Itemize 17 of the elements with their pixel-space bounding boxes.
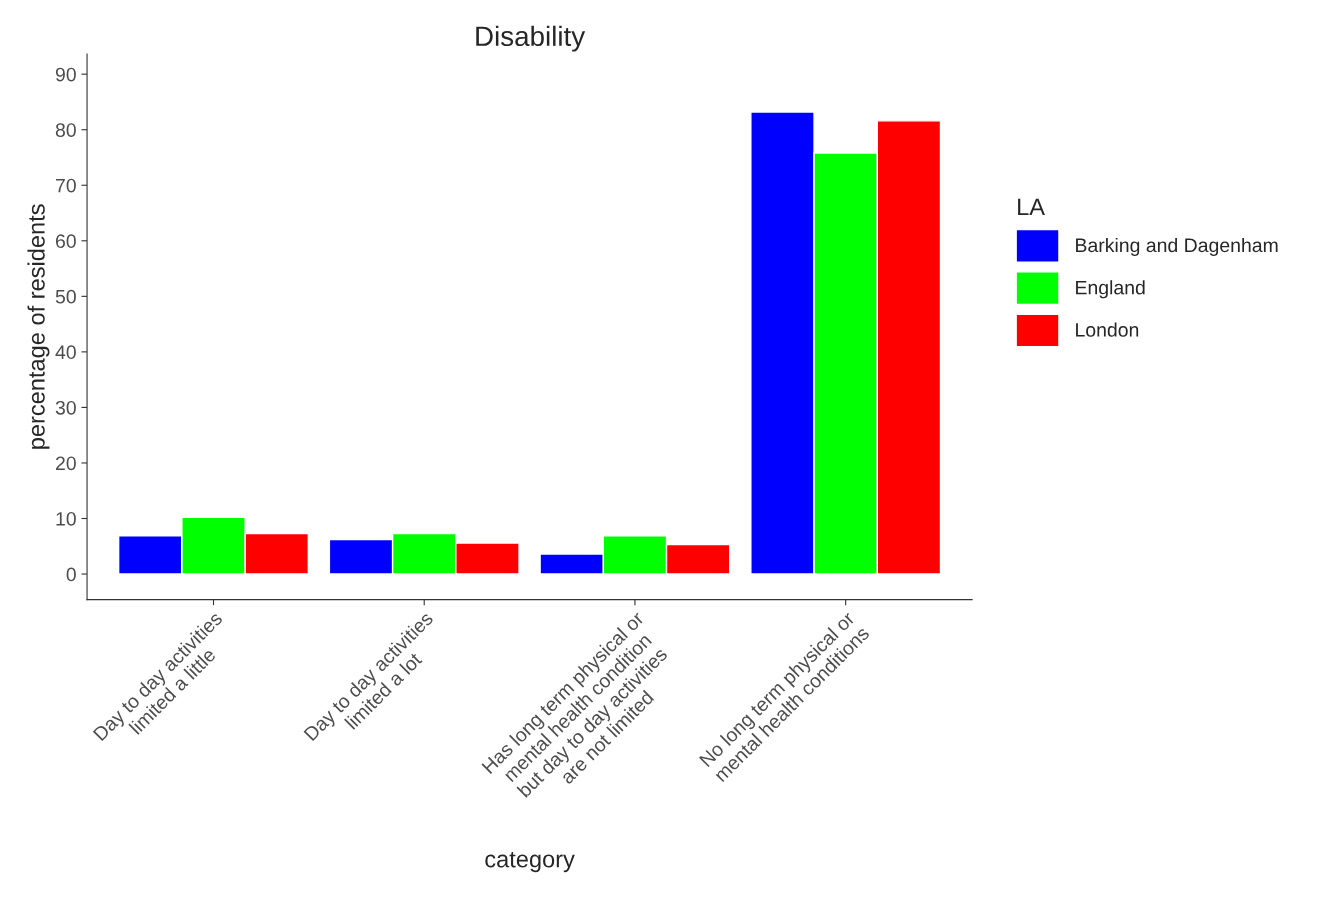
chart-title: Disability (476, 25, 586, 52)
y-tick-label: 70 (56, 178, 76, 193)
legend-label: London (1076, 322, 1139, 337)
y-tick-label: 80 (55, 123, 76, 137)
y-tick-label: 40 (55, 345, 76, 360)
y-tick-label: 20 (55, 456, 76, 471)
y-tick-label: 50 (55, 289, 76, 304)
y-axis-title: percentage of residents (27, 204, 50, 449)
legend-title: LA (1018, 198, 1045, 216)
y-tick-label: 0 (66, 567, 76, 582)
y-tick-label: 10 (56, 511, 76, 526)
y-tick-label: 30 (55, 400, 76, 415)
legend-label: Barking and Dagenham (1076, 237, 1278, 257)
y-tick-label: 90 (55, 67, 76, 82)
x-axis-title: category (485, 851, 575, 873)
legend-label: England (1076, 280, 1145, 299)
y-tick-label: 60 (56, 234, 76, 249)
